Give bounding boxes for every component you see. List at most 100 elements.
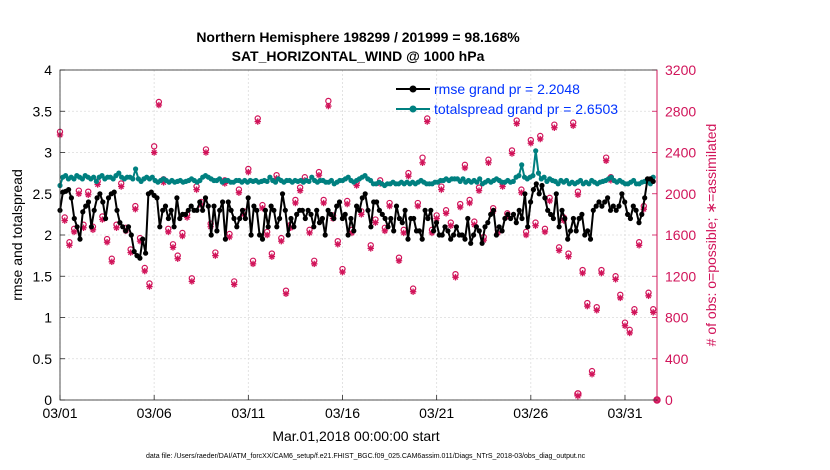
obs-assimilated-marker	[565, 253, 572, 260]
obs-assimilated-marker	[386, 202, 393, 210]
x-tick-label: 03/26	[513, 405, 548, 421]
obs-assimilated-marker	[245, 168, 252, 176]
series-point	[130, 176, 136, 182]
series-point	[573, 228, 579, 234]
series-point	[88, 224, 94, 230]
series-point	[468, 240, 474, 246]
series-point	[182, 211, 189, 217]
obs-assimilated-marker	[593, 307, 600, 314]
obs-assimilated-marker	[70, 228, 78, 236]
series-point	[482, 224, 488, 230]
series-point	[117, 220, 123, 226]
y-left-tick-label: 0.5	[33, 351, 53, 367]
series-point	[140, 236, 146, 242]
series-point	[451, 232, 457, 238]
series-point	[359, 195, 365, 201]
series-point	[625, 211, 631, 217]
obs-assimilated-marker	[202, 149, 210, 156]
series-point	[536, 191, 542, 197]
series-point	[334, 203, 340, 209]
series-point	[157, 224, 163, 230]
series-point	[208, 232, 214, 238]
series-point	[331, 215, 337, 222]
series-point	[542, 195, 548, 201]
series-point	[322, 232, 328, 238]
series-point	[342, 211, 348, 217]
series-point	[91, 174, 97, 180]
y-right-tick-label: 1600	[665, 227, 696, 243]
series-point	[325, 207, 331, 213]
series-point	[391, 228, 397, 234]
obs-assimilated-marker	[165, 228, 172, 236]
series-point	[502, 215, 508, 222]
series-point	[251, 203, 257, 209]
obs-assimilated-marker	[574, 392, 582, 400]
series-point	[188, 203, 194, 209]
obs-assimilated-marker	[226, 233, 233, 241]
series-point	[171, 224, 177, 230]
series-point	[217, 207, 223, 213]
series-point	[516, 173, 522, 179]
legend-spread-marker	[409, 105, 417, 113]
series-point	[306, 178, 312, 184]
series-point	[602, 199, 608, 205]
obs-assimilated-marker	[179, 232, 186, 240]
series-point	[66, 187, 72, 193]
obs-assimilated-marker	[612, 276, 619, 283]
series-point	[579, 211, 585, 217]
series-point	[277, 215, 283, 222]
legend-rmse-marker	[409, 85, 417, 93]
series-point	[477, 176, 483, 182]
series-point	[242, 215, 248, 222]
series-point	[385, 224, 391, 230]
obs-assimilated-marker	[282, 290, 290, 297]
series-point	[160, 207, 166, 213]
series-point	[248, 232, 254, 238]
obs-assimilated-marker	[249, 260, 257, 268]
series-point	[362, 191, 368, 197]
obs-assimilated-marker	[438, 186, 445, 193]
series-point	[593, 203, 599, 209]
obs-assimilated-marker	[555, 247, 563, 254]
y-right-tick-label: 1200	[665, 268, 696, 284]
series-point	[133, 166, 139, 172]
x-tick-label: 03/06	[137, 405, 172, 421]
series-point	[125, 224, 132, 230]
y-left-tick-label: 2	[44, 227, 52, 243]
obs-assimilated-marker	[617, 294, 624, 302]
series-point	[535, 170, 542, 176]
series-point	[262, 207, 268, 213]
series-point	[425, 215, 431, 222]
series-point	[162, 203, 169, 209]
obs-assimilated-marker	[146, 283, 153, 290]
series-point	[642, 195, 648, 201]
series-point	[505, 211, 511, 217]
series-point	[220, 199, 226, 205]
series-point	[259, 236, 266, 242]
series-point	[131, 248, 137, 255]
obs-assimilated-marker	[155, 101, 163, 109]
obs-assimilated-marker	[447, 222, 454, 229]
obs-assimilated-marker	[419, 159, 426, 167]
obs-assimilated-marker	[456, 203, 464, 211]
series-point	[405, 236, 411, 242]
axis-ticks: 03/01 03/06 03/11 03/16 03/21 03/26 03/31 0 0.5 1…	[33, 62, 697, 421]
y-left-tick-label: 3.5	[33, 103, 53, 119]
obs-assimilated-marker	[414, 202, 422, 210]
obs-assimilated-marker	[66, 242, 73, 249]
obs-assimilated-marker	[579, 269, 586, 277]
obs-assimilated-marker	[475, 187, 483, 194]
obs-assimilated-marker	[296, 187, 304, 194]
series-point	[225, 199, 231, 205]
series-point	[613, 207, 619, 213]
series-point	[550, 215, 557, 222]
series-point	[265, 224, 271, 230]
series-point	[605, 195, 611, 201]
obs-assimilated-marker	[508, 150, 516, 157]
obs-assimilated-marker	[325, 102, 332, 110]
series-point	[419, 236, 425, 242]
series-point	[476, 228, 482, 234]
series-point	[379, 211, 385, 217]
obs-assimilated-marker	[61, 217, 68, 224]
